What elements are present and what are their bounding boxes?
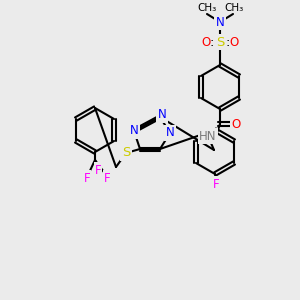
Text: CH₃: CH₃ xyxy=(224,3,244,13)
Text: CH₃: CH₃ xyxy=(197,3,217,13)
Text: O: O xyxy=(231,118,241,130)
Text: S: S xyxy=(122,146,130,160)
Text: O: O xyxy=(230,35,238,49)
Text: N: N xyxy=(166,127,174,140)
Text: F: F xyxy=(104,172,110,184)
Text: N: N xyxy=(158,109,166,122)
Text: O: O xyxy=(201,35,211,49)
Text: N: N xyxy=(216,16,224,28)
Text: F: F xyxy=(84,172,90,184)
Text: F: F xyxy=(95,164,101,176)
Text: N: N xyxy=(130,124,138,137)
Text: HN: HN xyxy=(199,130,217,142)
Text: S: S xyxy=(216,35,224,49)
Text: :: : xyxy=(226,35,230,49)
Text: :: : xyxy=(210,35,214,49)
Text: F: F xyxy=(213,178,219,190)
